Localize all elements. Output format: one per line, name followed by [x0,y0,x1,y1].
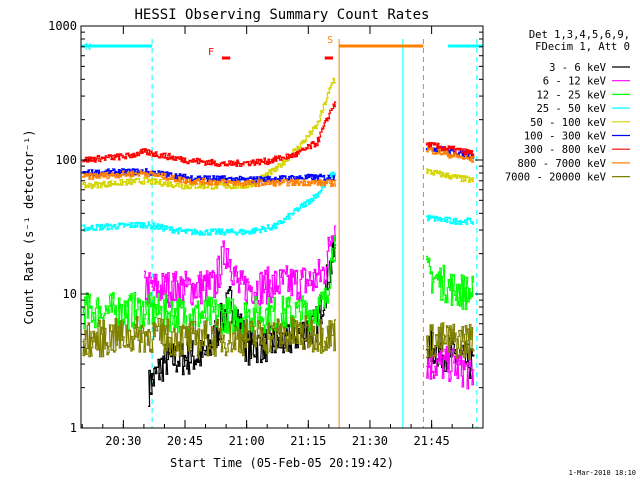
series-line-1-pre [143,225,337,308]
y-tick-label-1: 10 [63,287,77,301]
series-line-8-post [425,322,475,360]
series-line-8-pre [82,315,337,358]
series-line-4-pre [82,77,337,190]
legend-label-1: 6 - 12 keV [543,76,607,88]
legend-header-0: Det 1,3,4,5,6,9, [529,29,630,41]
legend-label-3: 25 - 50 keV [536,103,606,115]
x-tick-label-4: 21:30 [352,434,388,448]
x-tick-label-2: 21:00 [229,434,265,448]
series-line-3-post [425,214,475,225]
footer-timestamp: 1-Mar-2010 18:10 [569,469,636,477]
series-line-7-post [425,147,475,163]
axis-tick-layer: 20:30 20:45 21:00 21:15 21:30 21:45 1 10 100 1000 [48,19,483,448]
plot-frame [80,25,484,429]
legend-label-0: 3 - 6 keV [549,62,607,74]
series-layer [81,77,475,407]
x-tick-label-0: 20:30 [105,434,141,448]
series-line-1-post [425,344,475,390]
x-tick-label-1: 20:45 [167,434,203,448]
y-axis-label: Count Rate (s⁻¹ detector⁻¹) [22,129,36,324]
series-line-3-pre [81,171,337,236]
chart-title: HESSI Observing Summary Count Rates [134,7,429,23]
x-tick-label-5: 21:45 [414,434,450,448]
series-line-6-post [425,142,475,157]
y-tick-label-3: 1000 [48,19,77,33]
legend-label-5: 100 - 300 keV [524,131,607,143]
x-tick-label-3: 21:15 [290,434,326,448]
legend: Det 1,3,4,5,6,9,FDecim 1, Att 0 3 - 6 keV… [505,29,630,184]
segment-label-2: F [208,47,214,58]
series-line-2-post [425,255,475,311]
legend-label-4: 50 - 100 keV [530,117,607,129]
vertical-marker-layer [151,39,478,428]
series-line-4-post [425,168,475,183]
series-line-7-pre [81,169,337,188]
legend-label-2: 12 - 25 keV [536,89,606,101]
series-line-2-pre [82,235,337,335]
y-tick-label-0: 1 [70,421,77,435]
segment-label-4: S [327,35,333,46]
legend-header-1: FDecim 1, Att 0 [535,41,630,53]
legend-label-6: 300 - 800 keV [524,144,607,156]
segment-bar-layer: N F S [81,35,483,60]
legend-label-7: 800 - 7000 keV [517,158,606,170]
legend-label-8: 7000 - 20000 keV [505,172,607,184]
series-line-6-pre [81,101,337,167]
segment-label-0: N [85,42,91,53]
y-tick-label-2: 100 [55,153,77,167]
x-axis-label: Start Time (05-Feb-05 20:19:42) [170,456,394,470]
